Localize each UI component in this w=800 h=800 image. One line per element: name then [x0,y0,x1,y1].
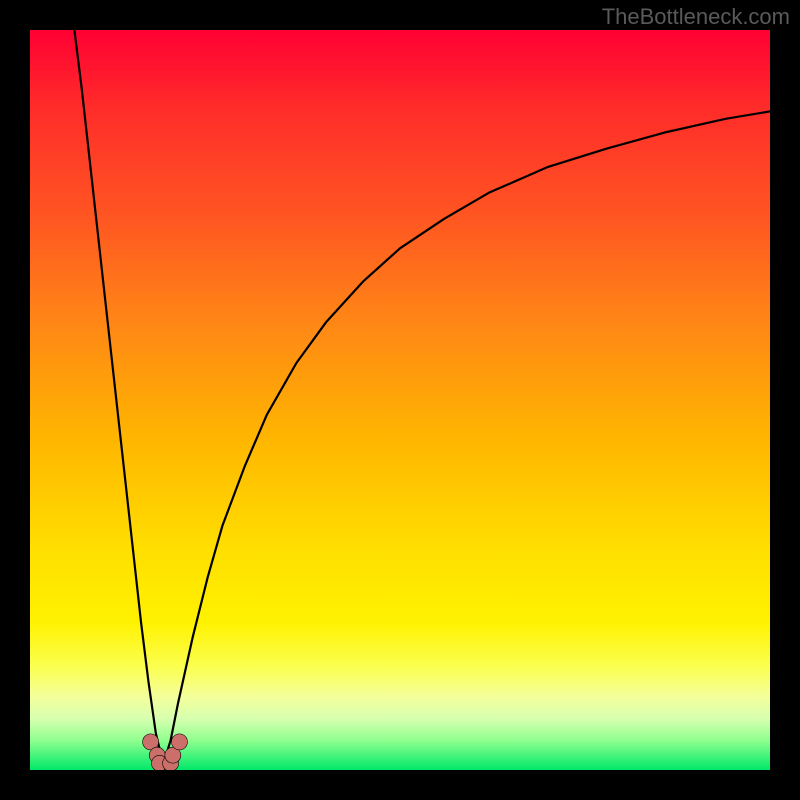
plot-area [30,30,770,770]
chart-svg [30,30,770,770]
marker-point [171,734,187,750]
watermark-text: TheBottleneck.com [602,4,790,30]
gradient-background [30,30,770,770]
chart-container: TheBottleneck.com [0,0,800,800]
